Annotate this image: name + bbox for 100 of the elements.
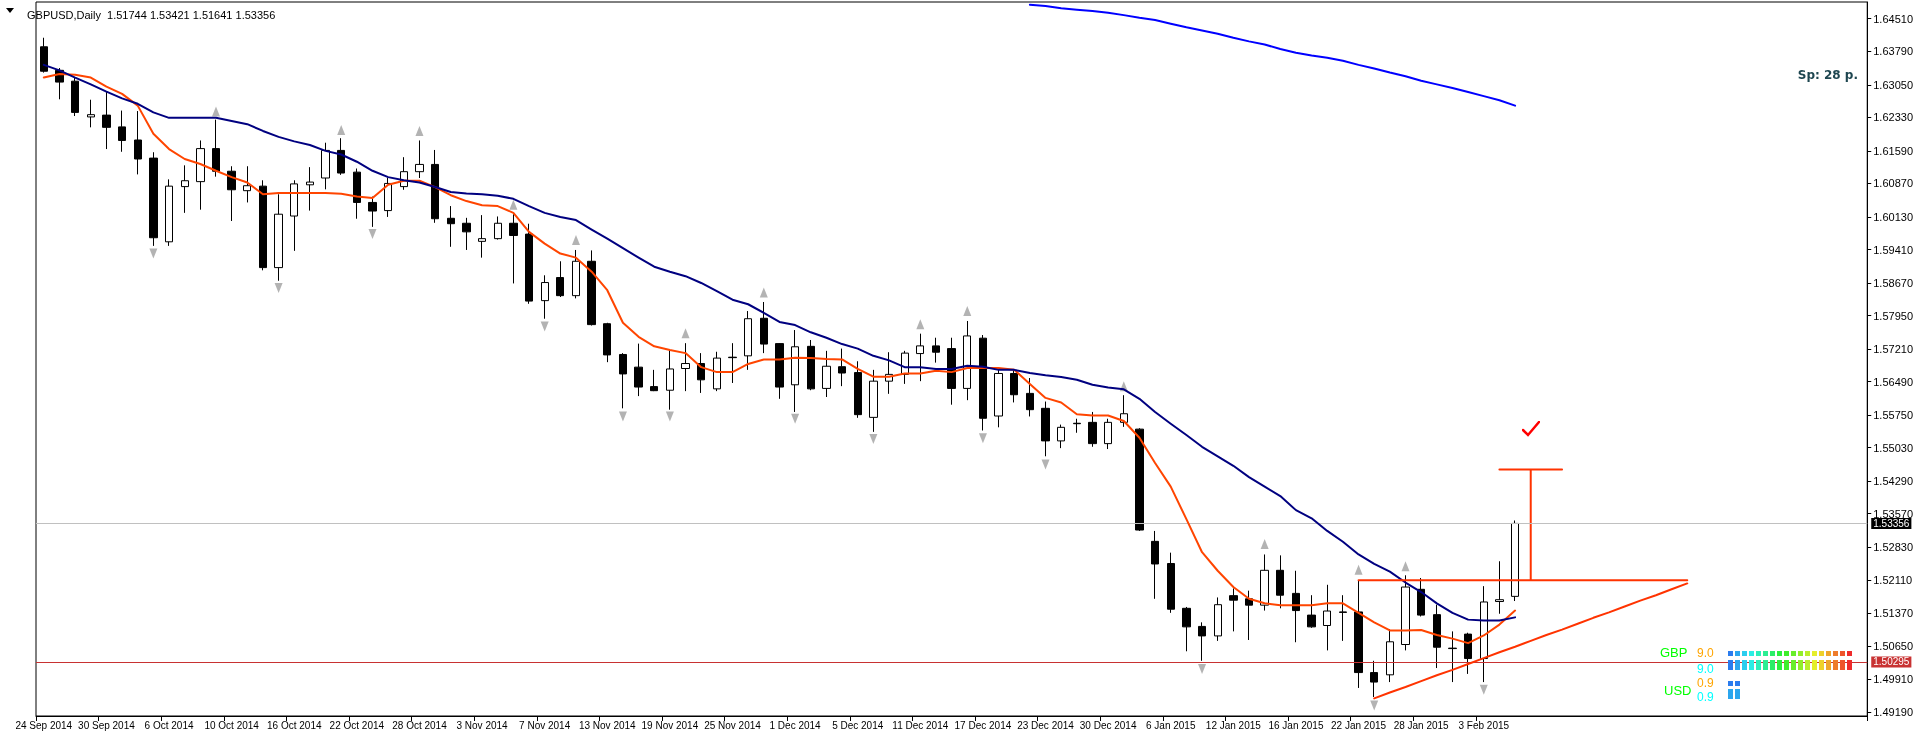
y-tick-label: 1.57950 xyxy=(1873,309,1913,322)
y-tick-label: 1.61590 xyxy=(1873,144,1913,157)
candlestick xyxy=(1339,594,1347,642)
point xyxy=(1370,700,1379,711)
x-tick-label: 13 Nov 2014 xyxy=(578,719,637,731)
point xyxy=(978,433,987,444)
candlestick xyxy=(1511,519,1519,602)
candlestick xyxy=(196,139,205,211)
y-tick-label: 1.59410 xyxy=(1873,243,1913,256)
candlestick xyxy=(603,322,611,363)
x-tick-label: 28 Oct 2014 xyxy=(392,719,448,731)
y-tick-label: 1.60130 xyxy=(1873,210,1913,223)
candlestick xyxy=(760,301,768,354)
x-tick-label: 6 Jan 2015 xyxy=(1145,719,1196,731)
candlestick xyxy=(634,343,643,397)
line-series xyxy=(1028,3,1517,107)
candlestick xyxy=(1417,577,1425,617)
y-tick-label: 1.63050 xyxy=(1873,78,1913,91)
candlestick xyxy=(1088,411,1097,448)
point xyxy=(681,328,690,339)
candlestick xyxy=(619,352,627,409)
candlestick xyxy=(1260,553,1269,612)
candlestick xyxy=(1026,377,1034,417)
candlestick xyxy=(1433,604,1441,669)
candlestick xyxy=(1104,418,1112,450)
candlestick xyxy=(149,151,158,247)
x-tick-label: 24 Sep 2014 xyxy=(15,719,73,731)
y-tick-label: 1.62330 xyxy=(1873,111,1913,124)
candlestick xyxy=(1448,630,1457,683)
x-tick-label: 17 Dec 2014 xyxy=(954,719,1012,731)
text: GBPUSD,Daily 1.51744 1.53421 1.51641 1.53356 xyxy=(27,8,276,21)
ref-line-label: 1.50295 xyxy=(1873,656,1910,668)
candlestick xyxy=(1135,427,1144,532)
point xyxy=(415,125,424,136)
y-tick-label: 1.52110 xyxy=(1873,573,1913,586)
candlestick xyxy=(1245,590,1253,641)
candlestick xyxy=(963,320,971,401)
candlestick xyxy=(728,342,737,384)
candlestick xyxy=(243,165,251,203)
point xyxy=(509,199,518,210)
candlestick xyxy=(415,139,424,179)
candlestick xyxy=(337,137,345,176)
y-tick-label: 1.51370 xyxy=(1873,607,1913,620)
candlestick xyxy=(1167,552,1175,614)
candlestick xyxy=(916,333,924,382)
candlestick xyxy=(1464,632,1472,675)
candlestick xyxy=(1386,628,1394,683)
candlestick xyxy=(932,337,940,364)
candlestick xyxy=(509,213,518,284)
x-tick-label: 6 Oct 2014 xyxy=(144,719,194,731)
annotation: 9.0 xyxy=(1697,662,1714,676)
point xyxy=(1260,539,1269,550)
point xyxy=(211,106,220,117)
x-tick-label: 11 Dec 2014 xyxy=(892,719,949,731)
candlestick xyxy=(1073,418,1081,434)
point xyxy=(1041,459,1050,470)
point xyxy=(759,287,768,298)
candlestick xyxy=(290,179,298,252)
candlestick xyxy=(1010,369,1018,403)
y-tick-label: 1.54290 xyxy=(1873,475,1913,488)
x-tick-label: 7 Nov 2014 xyxy=(519,719,571,731)
annotation: 0.9 xyxy=(1697,690,1714,704)
candlestick xyxy=(321,142,330,190)
point xyxy=(791,413,800,424)
candlestick xyxy=(447,205,455,248)
x-tick-label: 30 Sep 2014 xyxy=(78,719,136,731)
point xyxy=(274,282,283,293)
candlestick xyxy=(525,223,533,305)
candlestick xyxy=(368,196,377,228)
candlestick xyxy=(994,369,1003,428)
point xyxy=(149,248,158,259)
x-tick-label: 3 Nov 2014 xyxy=(456,719,509,731)
candlestick xyxy=(478,214,486,259)
x-tick-label: 23 Dec 2014 xyxy=(1017,719,1075,731)
candlestick xyxy=(40,37,48,74)
annotation: USD xyxy=(1664,683,1692,698)
x-tick-label: 22 Oct 2014 xyxy=(329,719,385,731)
candlestick xyxy=(1292,570,1300,643)
candlestick xyxy=(838,348,846,387)
y-tick-label: 1.53570 xyxy=(1873,507,1913,520)
y-tick-label: 1.50650 xyxy=(1873,639,1913,652)
candlestick xyxy=(212,119,220,178)
candlestick xyxy=(979,334,987,431)
y-tick-label: 1.58670 xyxy=(1873,276,1913,289)
point xyxy=(1198,663,1207,674)
candlestick xyxy=(854,360,862,419)
candlestick xyxy=(1041,401,1050,457)
candlestick xyxy=(1480,585,1488,683)
point xyxy=(540,321,549,332)
point xyxy=(1479,684,1488,695)
point xyxy=(1354,564,1363,575)
x-tick-label: 3 Feb 2015 xyxy=(1458,719,1510,731)
y-tick-label: 1.49910 xyxy=(1873,673,1913,686)
annotation: Sp: 28 p. xyxy=(1797,68,1858,82)
annotation: 9.0 xyxy=(1697,646,1714,660)
candlestick xyxy=(650,369,658,392)
ref-line-label: 1.53356 xyxy=(1873,517,1910,529)
candlestick xyxy=(681,342,690,392)
candlestick xyxy=(118,110,126,153)
candlestick xyxy=(1323,584,1331,651)
